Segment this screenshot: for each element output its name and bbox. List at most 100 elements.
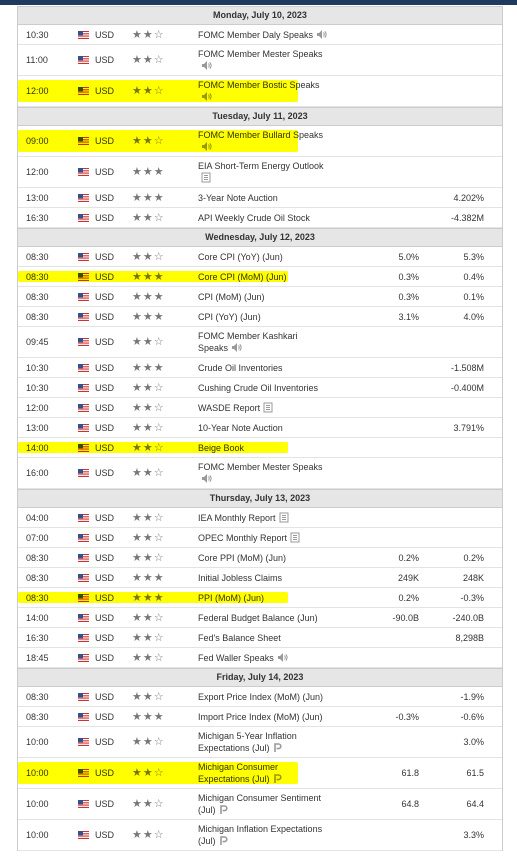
event-row[interactable]: 10:00 USD ★★☆ Michigan 5-Year Inflation Exp…	[18, 727, 502, 758]
event-row[interactable]: 10:00 USD ★★☆ Michigan Consumer Sentiment (…	[18, 789, 502, 820]
event-cell[interactable]: Core CPI (YoY) (Jun)	[198, 248, 330, 266]
event-cell[interactable]: WASDE Report	[198, 399, 330, 417]
star: ★	[142, 250, 154, 263]
star: ★	[142, 28, 154, 41]
event-row[interactable]: 11:00 USD ★★☆ FOMC Member Mester Speaks	[18, 45, 502, 76]
forecast	[330, 425, 419, 431]
event-cell[interactable]: Cushing Crude Oil Inventories	[198, 379, 330, 397]
event-row[interactable]: 10:30 USD ★★☆ FOMC Member Daly Speaks	[18, 25, 502, 45]
event-cell[interactable]: FOMC Member Mester Speaks	[198, 458, 330, 488]
star: ★	[132, 511, 143, 524]
previous	[419, 445, 484, 451]
event-cell[interactable]: Initial Jobless Claims	[198, 569, 330, 587]
event-row[interactable]: 08:30 USD ★★☆ Core CPI (YoY) (Jun) 5.0% 5.3%	[18, 247, 502, 267]
currency-code: USD	[95, 552, 115, 563]
currency-code: USD	[95, 382, 115, 393]
highlight	[18, 80, 298, 102]
event-row[interactable]: 08:30 USD ★★★ Initial Jobless Claims 249K 248…	[18, 568, 502, 588]
event-time: 10:30	[26, 382, 49, 393]
event-cell[interactable]: Fed's Balance Sheet	[198, 629, 330, 647]
flag-icon	[78, 553, 89, 562]
currency-code: USD	[95, 192, 115, 203]
event-cell[interactable]: 3-Year Note Auction	[198, 189, 330, 207]
event-cell[interactable]: Core PPI (MoM) (Jun)	[198, 549, 330, 567]
star: ★	[142, 710, 154, 723]
event-cell[interactable]: Michigan Inflation Expectations (Jul)	[198, 820, 330, 850]
event-time: 08:30	[26, 251, 49, 262]
event-cell[interactable]: FOMC Member Kashkari Speaks	[198, 327, 330, 357]
event-cell[interactable]: FOMC Member Daly Speaks	[198, 26, 330, 44]
event-row[interactable]: 14:00 USD ★★☆ Federal Budget Balance (Jun) -…	[18, 608, 502, 628]
forecast	[330, 635, 419, 641]
day-header: Tuesday, July 11, 2023	[18, 107, 502, 126]
currency: USD	[78, 708, 132, 726]
event-cell[interactable]: CPI (MoM) (Jun)	[198, 288, 330, 306]
star: ★	[142, 651, 154, 664]
event-cell[interactable]: Federal Budget Balance (Jun)	[198, 609, 330, 627]
event-row[interactable]: 12:00 USD ★★★ EIA Short-Term Energy Outlook	[18, 157, 502, 188]
event-cell[interactable]: EIA Short-Term Energy Outlook	[198, 157, 330, 187]
event-row[interactable]: 12:00 USD ★★☆ WASDE Report	[18, 398, 502, 418]
event-row[interactable]: 13:00 USD ★★★ 3-Year Note Auction 4.202%	[18, 188, 502, 208]
event-row[interactable]: 08:30 USD ★★★ CPI (YoY) (Jun) 3.1% 4.0%	[18, 307, 502, 327]
star: ★	[153, 310, 165, 323]
event-row[interactable]: 04:00 USD ★★☆ IEA Monthly Report	[18, 508, 502, 528]
event-row[interactable]: 10:00 USD ★★☆ Michigan Inflation Expectatio…	[18, 820, 502, 851]
event-cell[interactable]: FOMC Member Mester Speaks	[198, 45, 330, 75]
event-time: 16:30	[26, 212, 49, 223]
event-row[interactable]: 18:45 USD ★★☆ Fed Waller Speaks	[18, 648, 502, 668]
event-row[interactable]: 08:30 USD ★★☆ Core PPI (MoM) (Jun) 0.2% 0.2%	[18, 548, 502, 568]
star: ★	[142, 211, 154, 224]
event-row[interactable]: 10:30 USD ★★★ Crude Oil Inventories -1.508M	[18, 358, 502, 378]
previous: 8,298B	[455, 632, 484, 643]
event-row[interactable]: 13:00 USD ★★☆ 10-Year Note Auction 3.791%	[18, 418, 502, 438]
currency-code: USD	[95, 55, 115, 65]
flag-icon	[78, 338, 89, 346]
currency-code: USD	[95, 830, 115, 840]
event-row[interactable]: 16:30 USD ★★☆ Fed's Balance Sheet 8,298B	[18, 628, 502, 648]
event-row[interactable]: 09:45 USD ★★☆ FOMC Member Kashkari Speaks	[18, 327, 502, 358]
star: ★	[132, 250, 143, 263]
event-row[interactable]: 08:30 USD ★★☆ Export Price Index (MoM) (Jun…	[18, 687, 502, 707]
importance-stars: ★★☆	[132, 649, 198, 667]
star: ☆	[153, 467, 165, 479]
forecast	[330, 515, 419, 521]
event-cell[interactable]: IEA Monthly Report	[198, 509, 330, 527]
forecast	[330, 694, 419, 700]
event-row[interactable]: 16:30 USD ★★☆ API Weekly Crude Oil Stock -4.…	[18, 208, 502, 228]
flag-icon	[78, 252, 89, 261]
event-time: 04:00	[26, 512, 49, 523]
previous: 0.2%	[463, 552, 484, 563]
event-row[interactable]: 08:30 USD ★★★ CPI (MoM) (Jun) 0.3% 0.1%	[18, 287, 502, 307]
event-cell[interactable]: Fed Waller Speaks	[198, 649, 330, 667]
event-cell[interactable]: 10-Year Note Auction	[198, 419, 330, 437]
event-row[interactable]: 08:30 USD ★★★ Import Price Index (MoM) (Jun…	[18, 707, 502, 727]
event-cell[interactable]: OPEC Monthly Report	[198, 529, 330, 547]
event-row[interactable]: 10:30 USD ★★☆ Cushing Crude Oil Inventories…	[18, 378, 502, 398]
event-row[interactable]: 07:00 USD ★★☆ OPEC Monthly Report	[18, 528, 502, 548]
event-cell[interactable]: Crude Oil Inventories	[198, 359, 330, 377]
event-time: 07:00	[26, 532, 49, 543]
event-cell[interactable]: Michigan 5-Year Inflation Expectations (…	[198, 727, 330, 757]
forecast	[330, 57, 419, 63]
flag-icon	[78, 633, 89, 642]
event-cell[interactable]: API Weekly Crude Oil Stock	[198, 209, 330, 227]
currency: USD	[78, 733, 132, 751]
star: ☆	[153, 531, 165, 544]
event-cell[interactable]: Import Price Index (MoM) (Jun)	[198, 708, 330, 726]
event-row[interactable]: 16:00 USD ★★☆ FOMC Member Mester Speaks	[18, 458, 502, 489]
event-cell[interactable]: Michigan Consumer Sentiment (Jul)	[198, 789, 330, 819]
previous: 4.0%	[463, 311, 484, 322]
day-header: Wednesday, July 12, 2023	[18, 228, 502, 247]
flag-icon	[78, 712, 89, 721]
event-cell[interactable]: Export Price Index (MoM) (Jun)	[198, 688, 330, 706]
speech-icon	[232, 343, 242, 352]
star: ★	[153, 710, 165, 723]
event-cell[interactable]: CPI (YoY) (Jun)	[198, 308, 330, 326]
